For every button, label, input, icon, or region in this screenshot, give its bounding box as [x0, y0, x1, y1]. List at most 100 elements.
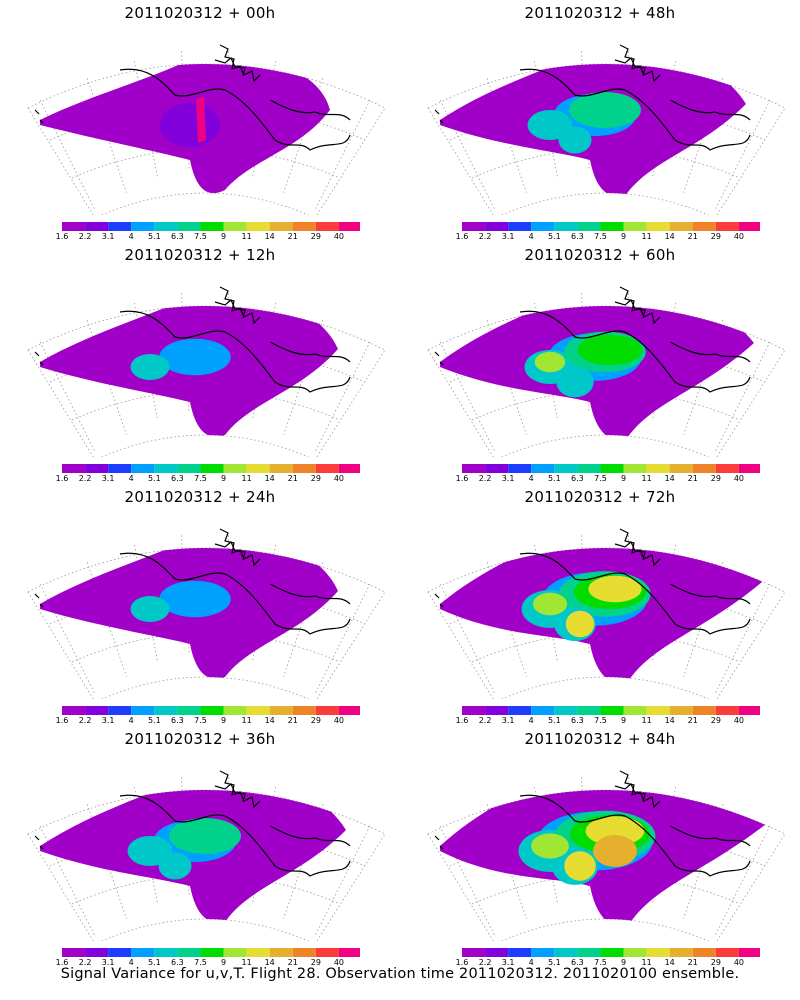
- colorbar-tick-label: 3.1: [502, 474, 515, 482]
- colorbar-tick-label: 11: [642, 716, 652, 724]
- colorbar-tick-label: 4: [129, 232, 134, 240]
- colorbar-swatch: [154, 464, 178, 473]
- colorbar-swatch: [715, 464, 739, 473]
- colorbar-tick-label: 3.1: [502, 716, 515, 724]
- colorbar-swatch: [738, 222, 760, 231]
- colorbar-swatch: [485, 464, 509, 473]
- colorbar-tick-label: 6.3: [571, 474, 584, 482]
- colorbar-swatch: [85, 948, 109, 957]
- colorbar-swatch: [131, 948, 155, 957]
- colorbar-swatch: [108, 222, 132, 231]
- colorbar-swatch: [154, 222, 178, 231]
- colorbar-swatch: [485, 222, 509, 231]
- colorbar-tick-label: 5.1: [548, 474, 561, 482]
- colorbar-tick-label: 3.1: [102, 232, 115, 240]
- colorbar-swatch: [692, 222, 716, 231]
- colorbar-tick-label: 14: [665, 716, 675, 724]
- colorbar-swatch: [692, 948, 716, 957]
- colorbar-tick-label: 1.6: [56, 958, 69, 966]
- colorbar-tick-label: 14: [265, 958, 275, 966]
- colorbar-tick-label: 5.1: [148, 716, 161, 724]
- variance-field: [440, 64, 746, 197]
- colorbar-swatch: [269, 464, 293, 473]
- colorbar-tick-label: 29: [711, 474, 721, 482]
- colorbar-swatch: [738, 948, 760, 957]
- colorbar-tick-label: 4: [129, 958, 134, 966]
- colorbar-swatch: [577, 464, 601, 473]
- colorbar-tick-label: 4: [529, 232, 534, 240]
- variance-map: [427, 286, 786, 457]
- colorbar-swatch: [338, 464, 360, 473]
- colorbar-swatch: [62, 222, 86, 231]
- colorbar-swatch: [646, 464, 670, 473]
- colorbar-swatch: [508, 706, 532, 715]
- coastline: [434, 528, 751, 635]
- colorbar-swatch: [246, 464, 270, 473]
- colorbar-swatch: [269, 948, 293, 957]
- colorbar-tick-label: 9: [221, 958, 226, 966]
- colorbar-tick-label: 2.2: [479, 958, 492, 966]
- colorbar-tick-label: 9: [621, 474, 626, 482]
- colorbar-tick-label: 21: [288, 474, 298, 482]
- colorbar-swatch: [154, 948, 178, 957]
- colorbar-tick-label: 11: [642, 474, 652, 482]
- colorbar-swatch: [531, 706, 555, 715]
- colorbar-swatch: [315, 464, 339, 473]
- colorbar-tick-label: 2.2: [79, 716, 92, 724]
- colorbar-tick-label: 9: [621, 958, 626, 966]
- colorbar-tick-label: 9: [621, 232, 626, 240]
- colorbar: 1.6 2.2 3.1 4 5.1 6.3 7.5 9 11 14 21 29 40: [56, 706, 360, 724]
- colorbar-tick-label: 7.5: [594, 232, 607, 240]
- colorbar-swatch: [692, 464, 716, 473]
- colorbar-tick-label: 2.2: [479, 474, 492, 482]
- colorbar-tick-label: 5.1: [548, 716, 561, 724]
- figure-caption: Signal Variance for u,v,T. Flight 28. Ob…: [60, 966, 740, 982]
- colorbar-tick-label: 40: [734, 716, 744, 724]
- colorbar-swatch: [577, 948, 601, 957]
- colorbar-swatch: [554, 464, 578, 473]
- colorbar-tick-label: 1.6: [456, 958, 469, 966]
- variance-field: [40, 790, 346, 923]
- colorbar-swatch: [62, 948, 86, 957]
- colorbar-tick-label: 2.2: [479, 232, 492, 240]
- colorbar-swatch: [508, 464, 532, 473]
- colorbar-tick-label: 7.5: [194, 474, 207, 482]
- colorbar-swatch: [85, 222, 109, 231]
- colorbar: 1.6 2.2 3.1 4 5.1 6.3 7.5 9 11 14 21 29 40: [456, 222, 760, 240]
- colorbar-tick-label: 11: [642, 958, 652, 966]
- colorbar-tick-label: 21: [688, 716, 698, 724]
- colorbar-tick-label: 9: [221, 474, 226, 482]
- coastline: [34, 770, 351, 877]
- colorbar-swatch: [292, 464, 316, 473]
- colorbar: 1.6 2.2 3.1 4 5.1 6.3 7.5 9 11 14 21 29 40: [456, 464, 760, 482]
- colorbar-tick-label: 9: [621, 716, 626, 724]
- colorbar-swatch: [600, 706, 624, 715]
- colorbar-swatch: [623, 948, 647, 957]
- colorbar-swatch: [223, 464, 247, 473]
- colorbar-tick-label: 6.3: [571, 716, 584, 724]
- colorbar-tick-label: 14: [665, 232, 675, 240]
- colorbar-swatch: [623, 706, 647, 715]
- variance-field: [40, 306, 338, 437]
- coastline: [34, 528, 351, 635]
- colorbar-tick-label: 4: [129, 474, 134, 482]
- colorbar-tick-label: 40: [334, 958, 344, 966]
- colorbar-tick-label: 3.1: [502, 958, 515, 966]
- colorbar-tick-label: 4: [529, 474, 534, 482]
- colorbar-tick-label: 7.5: [194, 716, 207, 724]
- colorbar-swatch: [131, 222, 155, 231]
- colorbar-swatch: [554, 948, 578, 957]
- colorbar-swatch: [600, 464, 624, 473]
- colorbar-swatch: [292, 222, 316, 231]
- colorbar-tick-label: 29: [711, 232, 721, 240]
- colorbar-swatch: [669, 222, 693, 231]
- colorbar-swatch: [292, 706, 316, 715]
- colorbar-swatch: [85, 464, 109, 473]
- variance-map: [427, 528, 786, 699]
- colorbar-tick-label: 21: [288, 232, 298, 240]
- colorbar-tick-label: 40: [734, 958, 744, 966]
- colorbar: 1.6 2.2 3.1 4 5.1 6.3 7.5 9 11 14 21 29 40: [56, 464, 360, 482]
- colorbar-tick-label: 5.1: [148, 232, 161, 240]
- colorbar-tick-label: 4: [529, 716, 534, 724]
- colorbar-tick-label: 21: [688, 232, 698, 240]
